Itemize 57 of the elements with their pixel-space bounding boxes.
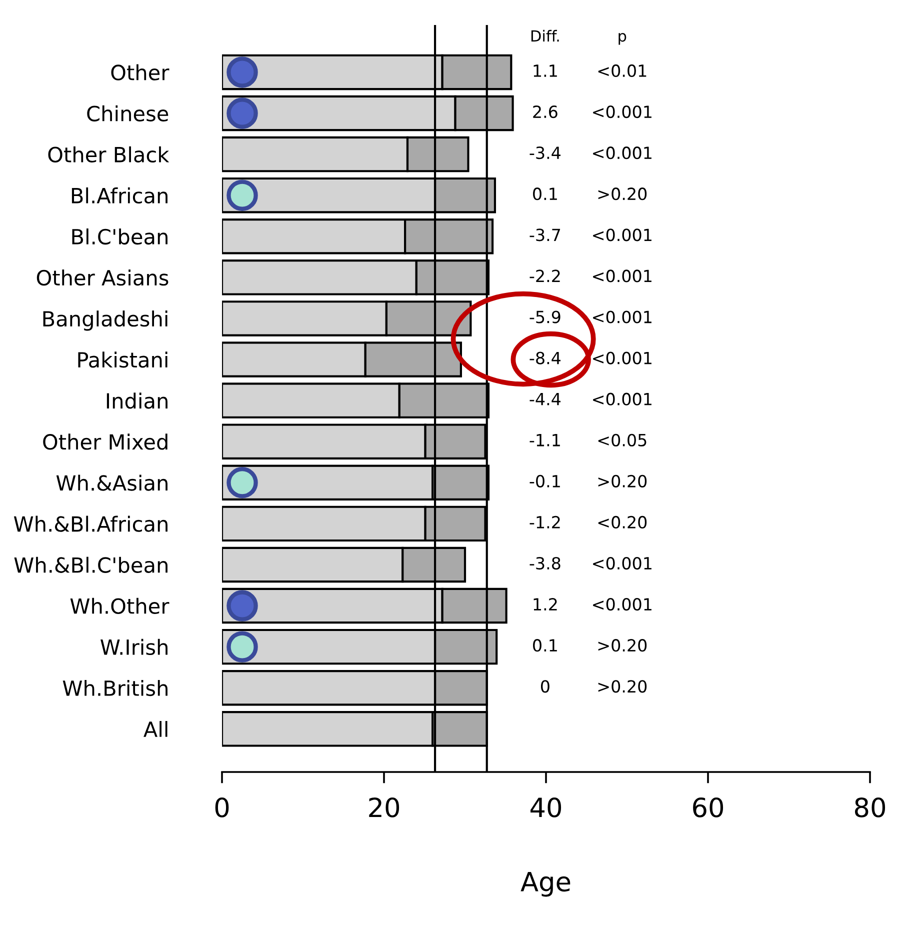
annotation: -3.8 [530, 556, 560, 570]
y-tick-label: Pakistani [78, 352, 168, 368]
annotation: -2.2 [530, 270, 560, 282]
y-tick-label: Bl.C'bean [72, 228, 168, 245]
annotation: <0.01 [598, 64, 646, 78]
annotation: Diff. [531, 30, 559, 42]
annotation: >0.20 [598, 639, 647, 652]
annotation: <0.001 [593, 352, 652, 364]
y-tick-label: Bl.African [72, 187, 168, 204]
annotation: <0.20 [598, 516, 647, 529]
y-tick-label: Bangladeshi [43, 310, 168, 331]
annotation: <0.001 [593, 392, 652, 406]
y-tick-label: Wh.&Asian [56, 474, 168, 491]
annotation: >0.20 [598, 474, 647, 488]
annotation: 0 [540, 680, 550, 693]
x-axis-title: Age [520, 872, 570, 897]
annotation: -8.4 [530, 352, 561, 364]
annotation: -0.1 [530, 474, 560, 488]
annotation: <0.001 [593, 556, 652, 570]
y-tick-label: W.Irish [100, 638, 168, 656]
y-tick-label: Chinese [87, 105, 168, 122]
y-tick-label: All [144, 720, 168, 737]
y-tick-label: Wh.&Bl.C'bean [14, 556, 168, 573]
annotation: <0.001 [593, 105, 652, 118]
annotation: <0.001 [593, 310, 652, 324]
annotation: -4.4 [530, 393, 561, 406]
x-tick-label: 20 [369, 797, 400, 818]
y-tick-label: Wh.British [62, 680, 168, 696]
annotation: <0.05 [598, 434, 646, 446]
annotation: -5.9 [530, 310, 560, 324]
x-tick-label: 0 [215, 797, 229, 818]
y-tick-label: Other Mixed [43, 434, 168, 450]
annotation: 0.1 [533, 188, 557, 200]
annotation: <0.001 [593, 598, 652, 611]
annotation: 0.1 [533, 639, 557, 652]
annotation: 2.6 [533, 105, 558, 118]
x-tick-label: 80 [855, 797, 886, 818]
annotation: p [618, 32, 626, 45]
annotation: 1.2 [534, 598, 557, 610]
annotation: <0.001 [593, 270, 652, 282]
annotation: <0.001 [593, 146, 652, 160]
y-tick-label: Other Asians [36, 270, 168, 286]
annotation: -3.4 [530, 146, 561, 160]
y-tick-label: Other Black [48, 146, 170, 162]
annotation: -1.2 [530, 516, 560, 528]
y-tick-label: Indian [106, 392, 168, 409]
annotation: >0.20 [598, 188, 647, 200]
annotation: -1.1 [530, 434, 560, 446]
annotation: 1.1 [534, 64, 557, 77]
y-tick-label: Wh.Other [70, 598, 170, 614]
y-tick-label: Wh.&Bl.African [14, 516, 168, 532]
annotation: <0.001 [593, 228, 652, 242]
x-tick-label: 40 [530, 797, 562, 818]
annotation: >0.20 [598, 680, 647, 693]
x-tick-label: 60 [693, 797, 724, 818]
annotation: -3.7 [530, 228, 560, 242]
y-tick-label: Other [111, 64, 170, 80]
